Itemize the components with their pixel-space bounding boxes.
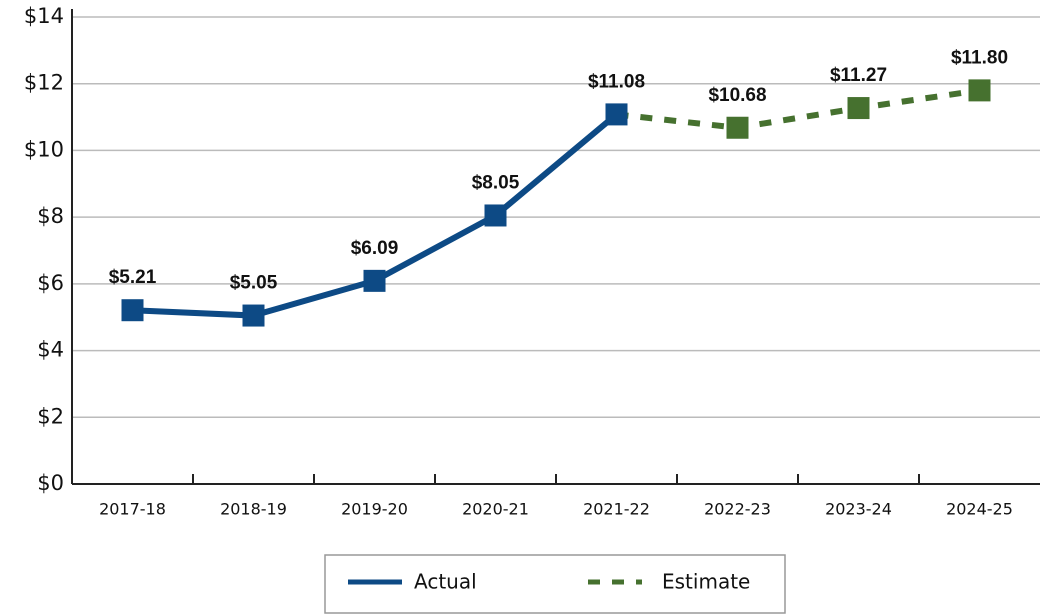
data-label: $8.05 [472, 172, 520, 193]
data-label: $5.21 [109, 267, 157, 288]
y-tick-label: $6 [37, 271, 64, 295]
x-tick-label: 2019-20 [341, 500, 408, 519]
data-label: $11.08 [588, 71, 645, 92]
y-tick-label: $14 [24, 4, 64, 28]
x-tick-label: 2023-24 [825, 500, 892, 519]
legend-label: Estimate [662, 570, 750, 594]
x-tick-label: 2017-18 [99, 500, 166, 519]
marker [363, 269, 386, 292]
x-tick-label: 2018-19 [220, 500, 287, 519]
y-tick-label: $12 [24, 71, 64, 95]
marker [484, 204, 507, 227]
y-tick-label: $4 [37, 338, 64, 362]
legend-label: Actual [414, 570, 477, 594]
y-tick-label: $0 [37, 471, 64, 495]
data-label: $11.27 [830, 65, 887, 86]
marker [605, 103, 628, 126]
data-label: $11.80 [951, 47, 1008, 68]
marker [968, 79, 991, 102]
marker [242, 304, 265, 327]
marker [847, 97, 870, 120]
x-tick-label: 2020-21 [462, 500, 529, 519]
y-tick-label: $10 [24, 137, 64, 161]
y-tick-label: $8 [37, 204, 64, 228]
marker [121, 299, 144, 322]
marker [726, 116, 749, 139]
legend-box [324, 554, 786, 614]
y-tick-label: $2 [37, 404, 64, 428]
data-label: $10.68 [708, 85, 766, 106]
x-tick-label: 2022-23 [704, 500, 771, 519]
data-label: $5.05 [230, 273, 278, 294]
x-tick-label: 2024-25 [946, 500, 1013, 519]
x-tick-label: 2021-22 [583, 500, 650, 519]
data-label: $6.09 [351, 238, 399, 259]
series-line [616, 87, 980, 131]
